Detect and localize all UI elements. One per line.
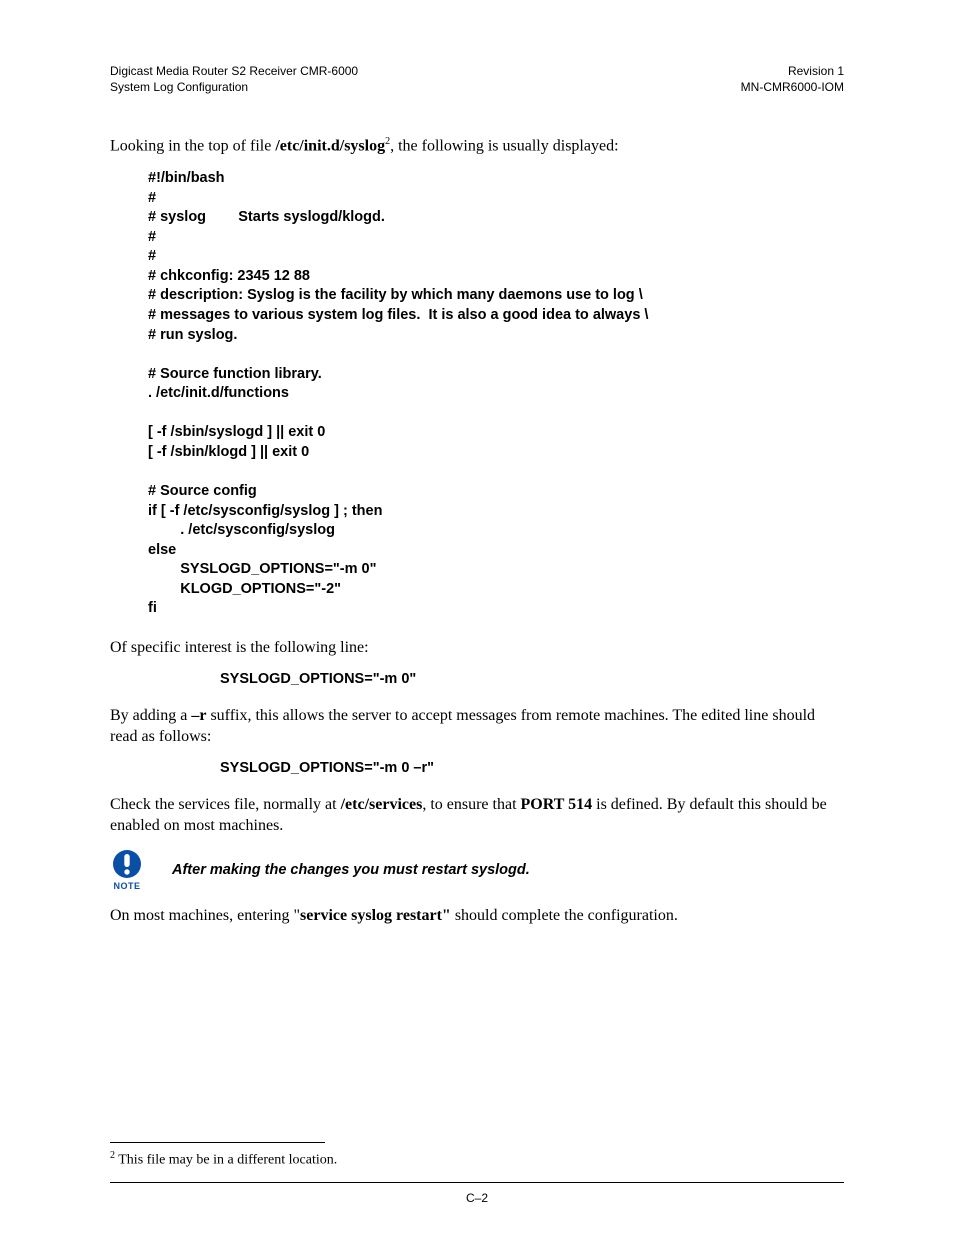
text: On most machines, entering " xyxy=(110,907,300,924)
text: , to ensure that xyxy=(422,796,520,813)
note-icon-container: NOTE xyxy=(110,849,144,891)
text: , the following is usually displayed: xyxy=(390,138,618,155)
text: suffix, this allows the server to accept… xyxy=(110,707,815,746)
services-paragraph: Check the services file, normally at /et… xyxy=(110,794,844,837)
script-block: #!/bin/bash # # syslog Starts syslogd/kl… xyxy=(148,169,844,619)
header-docnum: MN-CMR6000-IOM xyxy=(741,80,844,94)
command: syslogd xyxy=(471,862,526,878)
header-left: Digicast Media Router S2 Receiver CMR-60… xyxy=(110,64,358,95)
bottom-rule xyxy=(110,1182,844,1183)
note-text: After making the changes you must restar… xyxy=(172,862,530,878)
text: should complete the configuration. xyxy=(451,907,678,924)
header-revision: Revision 1 xyxy=(788,64,844,78)
note-label: NOTE xyxy=(113,881,140,891)
header-right: Revision 1 MN-CMR6000-IOM xyxy=(741,64,844,95)
options-line-2: SYSLOGD_OPTIONS="-m 0 –r" xyxy=(220,760,844,776)
options-line-1: SYSLOGD_OPTIONS="-m 0" xyxy=(220,671,844,687)
restart-paragraph: On most machines, entering "service sysl… xyxy=(110,905,844,927)
header-section: System Log Configuration xyxy=(110,80,248,94)
note-icon xyxy=(112,849,142,879)
footnote: 2 This file may be in a different locati… xyxy=(110,1150,337,1169)
page: Digicast Media Router S2 Receiver CMR-60… xyxy=(0,0,954,1235)
text: By adding a xyxy=(110,707,191,724)
command: service syslog restart" xyxy=(300,907,451,924)
text: . xyxy=(526,862,530,878)
file-path: /etc/init.d/syslog xyxy=(275,138,385,155)
page-number: C–2 xyxy=(0,1191,954,1205)
port: PORT 514 xyxy=(521,796,593,813)
text: Looking in the top of file xyxy=(110,138,275,155)
suffix-paragraph: By adding a –r suffix, this allows the s… xyxy=(110,705,844,748)
note-row: NOTE After making the changes you must r… xyxy=(110,849,844,891)
file-path: /etc/services xyxy=(341,796,423,813)
footnote-text: This file may be in a different location… xyxy=(115,1153,337,1168)
header-product: Digicast Media Router S2 Receiver CMR-60… xyxy=(110,64,358,78)
text: Check the services file, normally at xyxy=(110,796,341,813)
intro-paragraph: Looking in the top of file /etc/init.d/s… xyxy=(110,135,844,157)
flag: –r xyxy=(191,707,206,724)
page-header: Digicast Media Router S2 Receiver CMR-60… xyxy=(110,64,844,95)
text: After making the changes you must restar… xyxy=(172,862,471,878)
footnote-rule xyxy=(110,1142,325,1143)
interest-paragraph: Of specific interest is the following li… xyxy=(110,637,844,659)
